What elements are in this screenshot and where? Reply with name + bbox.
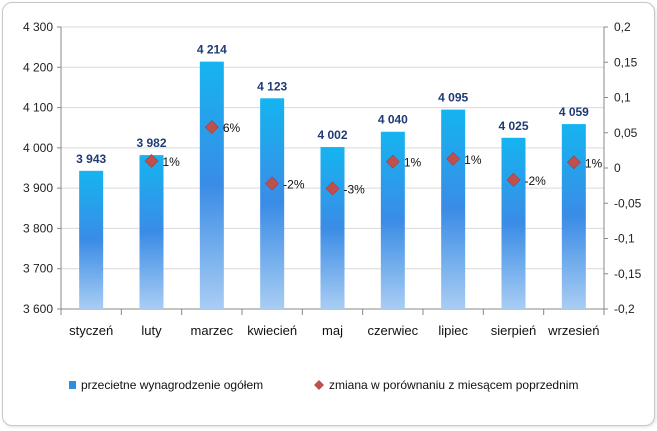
x-tick-label: sierpień — [491, 323, 537, 338]
change-point — [144, 154, 159, 168]
bar — [139, 155, 164, 309]
y-tick-label: 4 200 — [23, 60, 53, 74]
change-point — [446, 151, 461, 166]
x-tick-label: luty — [141, 323, 162, 338]
y-tick-label: 3 900 — [23, 181, 53, 195]
legend-label-change: zmiana w porównaniu z miesącem poprzedni… — [329, 378, 578, 392]
chart-canvas: 3 600 3 700 3 800 3 900 4 000 4 100 4 200 4 300… — [23, 20, 642, 392]
bar — [501, 137, 526, 309]
change-value-label: 1% — [163, 155, 181, 169]
change-point — [265, 176, 280, 191]
change-value-label: 1% — [404, 156, 422, 170]
y-tick-label: 4 000 — [23, 141, 53, 155]
x-tick-label: styczeń — [69, 323, 113, 338]
legend-swatch-wages — [69, 381, 76, 389]
y-tick-label: 4 300 — [23, 20, 53, 34]
change-value-label: -2% — [525, 174, 547, 188]
change-point — [204, 120, 219, 135]
bar-value-label: 4 002 — [317, 128, 347, 142]
y2-tick-label: 0 — [614, 161, 621, 175]
bar-value-label: 3 982 — [136, 136, 166, 150]
axes: 3 600 3 700 3 800 3 900 4 000 4 100 4 200 4 300… — [23, 20, 642, 338]
change-value-label: 1% — [585, 156, 603, 170]
y2-tick-label: 0,15 — [614, 55, 638, 69]
y2-tick-label: -0,15 — [614, 267, 642, 281]
bar-value-label: 4 059 — [559, 105, 589, 119]
legend-swatch-change — [314, 380, 324, 390]
change-value-label: 1% — [464, 153, 482, 167]
legend-label-wages: przecietne wynagrodzenie ogółem — [81, 378, 263, 392]
bar-value-label: 4 040 — [378, 113, 408, 127]
change-value-label: -3% — [344, 182, 366, 196]
x-tick-label: lipiec — [438, 323, 468, 338]
bar-value-label: 3 943 — [76, 152, 106, 166]
y2-tick-label: -0,05 — [614, 196, 642, 210]
y2-tick-label: 0,05 — [614, 126, 638, 140]
y-tick-label: 4 100 — [23, 101, 53, 115]
bar — [320, 147, 345, 309]
change-value-label: 6% — [223, 121, 241, 135]
y2-tick-label: 0,2 — [614, 20, 631, 34]
y-tick-label: 3 600 — [23, 302, 53, 316]
bar-value-label: 4 123 — [257, 79, 287, 93]
change-point — [506, 173, 521, 187]
change-value-label: -2% — [283, 178, 305, 192]
change-point — [325, 181, 340, 196]
data-labels: 3 943 3 982 4 214 4 123 4 002 4 040 4 095 4 025… — [76, 43, 602, 197]
x-tick-label: czerwiec — [368, 323, 419, 338]
bar-value-label: 4 214 — [197, 43, 227, 57]
x-tick-label: marzec — [191, 323, 234, 338]
y2-tick-label: 0,1 — [614, 91, 631, 105]
bar-series — [79, 61, 586, 310]
chart-frame: 3 600 3 700 3 800 3 900 4 000 4 100 4 200 4 300… — [2, 2, 655, 426]
bar-value-label: 4 095 — [438, 91, 468, 105]
bar — [260, 98, 285, 309]
x-tick-label: maj — [322, 323, 343, 338]
legend: przecietne wynagrodzenie ogółem zmiana w … — [69, 378, 578, 392]
change-series — [144, 120, 581, 196]
bar-value-label: 4 025 — [498, 119, 528, 133]
bar — [79, 170, 104, 309]
bar — [199, 61, 224, 309]
y2-tick-label: -0,1 — [614, 232, 635, 246]
y-tick-label: 3 700 — [23, 262, 53, 276]
x-tick-label: wrzesień — [547, 323, 599, 338]
y-tick-label: 3 800 — [23, 221, 53, 235]
change-point — [385, 154, 400, 169]
y2-tick-label: -0,2 — [614, 302, 635, 316]
x-tick-label: kwiecień — [247, 323, 297, 338]
change-point — [566, 155, 581, 170]
bar — [561, 124, 586, 310]
bar — [441, 109, 466, 309]
